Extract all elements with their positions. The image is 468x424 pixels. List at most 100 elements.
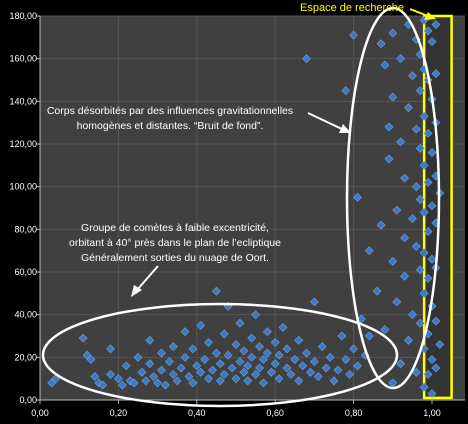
data-point xyxy=(364,246,374,256)
data-point xyxy=(243,361,253,371)
data-point xyxy=(239,346,249,356)
data-point xyxy=(98,380,108,390)
search-arrow xyxy=(409,8,429,17)
data-points xyxy=(47,15,445,399)
data-point xyxy=(294,335,304,345)
x-tick-label: 1,00 xyxy=(423,408,441,418)
data-point xyxy=(251,310,261,320)
data-point xyxy=(427,389,437,399)
x-tick-label: 0,80 xyxy=(345,408,363,418)
data-point xyxy=(168,342,178,352)
data-point xyxy=(215,359,225,369)
data-point xyxy=(262,348,272,358)
x-axis-ticks: 0,00 0,20 0,40 0,60 0,80 1,00 xyxy=(31,400,441,418)
group-label-line-3: Généralement sorties du nuage de Oort. xyxy=(81,252,269,264)
group-arrow xyxy=(136,265,159,291)
data-point xyxy=(157,348,166,358)
data-point xyxy=(157,365,166,375)
data-point xyxy=(274,350,284,360)
data-point xyxy=(333,365,343,375)
data-point xyxy=(274,374,284,384)
data-point xyxy=(423,273,433,283)
data-point xyxy=(396,359,406,369)
data-point xyxy=(180,327,190,337)
data-point xyxy=(227,363,237,373)
data-point xyxy=(86,355,96,364)
y-tick-label: 160,00 xyxy=(9,54,37,64)
data-point xyxy=(411,241,421,251)
noise-arrow xyxy=(307,112,345,131)
data-point xyxy=(247,352,257,362)
gridlines xyxy=(39,15,465,401)
data-point xyxy=(259,355,268,364)
data-point xyxy=(235,318,245,328)
data-point xyxy=(353,361,362,371)
data-point xyxy=(427,355,437,364)
data-point xyxy=(145,359,155,369)
data-point xyxy=(407,214,417,224)
data-point xyxy=(231,340,241,349)
noise-arrowhead xyxy=(339,124,351,133)
data-point xyxy=(270,359,280,369)
data-point xyxy=(404,335,413,345)
data-point xyxy=(309,357,319,367)
data-point xyxy=(219,369,229,379)
data-point xyxy=(235,357,245,367)
data-point xyxy=(419,160,429,170)
data-point xyxy=(396,54,406,64)
data-point xyxy=(431,69,441,79)
data-point xyxy=(278,323,288,332)
search-zone-label: Espace de recherche xyxy=(300,2,404,14)
y-tick-label: 140,00 xyxy=(9,96,37,106)
data-point xyxy=(427,254,437,264)
data-point xyxy=(415,86,425,96)
group-arrowhead xyxy=(131,285,142,297)
data-point xyxy=(133,352,143,362)
data-point xyxy=(106,369,115,379)
noise-label-line-1: Corps désorbités par des influences grav… xyxy=(47,105,293,117)
data-point xyxy=(231,374,241,384)
y-tick-label: 60,00 xyxy=(14,267,37,277)
data-point xyxy=(419,382,429,392)
data-point xyxy=(317,342,327,352)
data-point xyxy=(196,320,206,330)
data-point xyxy=(141,376,151,386)
data-point xyxy=(392,297,402,307)
data-point xyxy=(309,297,319,307)
data-point xyxy=(400,233,409,243)
data-point xyxy=(266,367,276,377)
data-point xyxy=(364,331,374,341)
data-point xyxy=(423,177,433,187)
data-point xyxy=(137,367,147,377)
data-point xyxy=(384,154,394,164)
data-point xyxy=(211,286,221,296)
data-point xyxy=(423,369,433,379)
data-point xyxy=(388,28,398,38)
data-point xyxy=(208,365,217,375)
data-point xyxy=(380,325,390,335)
data-point xyxy=(255,363,264,373)
data-point xyxy=(290,355,300,364)
data-point xyxy=(349,30,359,40)
data-point xyxy=(215,376,225,386)
y-tick-label: 80,00 xyxy=(14,224,37,234)
y-tick-label: 120,00 xyxy=(9,139,37,149)
data-point xyxy=(372,286,382,296)
data-point xyxy=(427,201,437,211)
y-tick-label: 180,00 xyxy=(9,11,37,21)
data-point xyxy=(247,333,257,343)
data-point xyxy=(172,376,182,386)
noise-ellipse xyxy=(345,6,441,390)
data-point xyxy=(302,348,311,358)
data-point xyxy=(411,182,421,192)
data-point xyxy=(149,372,159,381)
x-tick-label: 0,00 xyxy=(31,408,49,418)
data-point xyxy=(153,378,163,388)
data-point xyxy=(270,337,280,347)
data-point xyxy=(192,361,202,371)
y-tick-label: 20,00 xyxy=(14,352,37,362)
data-point xyxy=(415,195,425,204)
data-point xyxy=(164,357,174,367)
data-point xyxy=(180,352,190,362)
